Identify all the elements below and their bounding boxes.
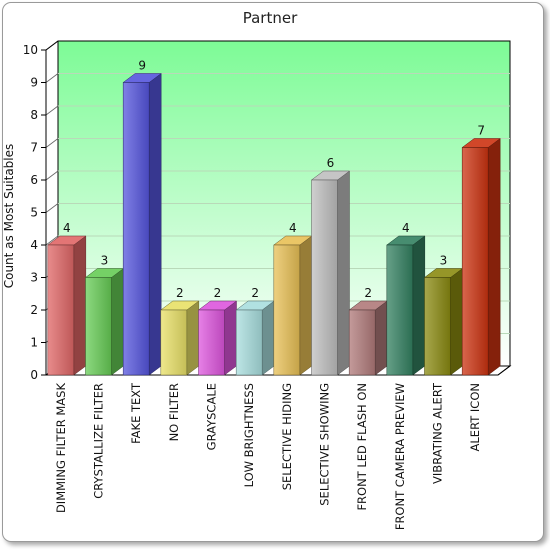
bar-front: [273, 244, 301, 376]
bar-front: [85, 277, 112, 376]
data-label: 3: [440, 254, 448, 268]
data-label: 4: [289, 221, 297, 235]
y-tick-label: 5: [30, 206, 38, 220]
y-axis-title: Count as Most Suitables: [2, 144, 16, 289]
bar-side: [148, 73, 162, 376]
y-tick-label: 9: [30, 76, 38, 90]
bar-side: [73, 235, 87, 376]
bar-side: [186, 300, 200, 376]
bar: [273, 235, 313, 376]
bar: [310, 170, 351, 376]
category-label: SELECTIVE HIDING: [280, 383, 294, 490]
chart-title: Partner: [243, 9, 298, 27]
bar-front: [424, 277, 451, 376]
bar-side: [374, 300, 388, 376]
bar-front: [386, 244, 414, 376]
floor-right-edge: [497, 365, 511, 376]
bar-side: [337, 170, 350, 376]
bar: [84, 268, 125, 376]
side-gridline: [45, 235, 59, 246]
bar: [197, 300, 238, 376]
side-gridline: [45, 170, 59, 181]
y-tick-label: 1: [30, 336, 38, 350]
bar-side: [261, 300, 275, 376]
bar-side: [224, 300, 237, 376]
category-label: FRONT CAMERA PREVIEW: [393, 383, 407, 530]
bar: [348, 300, 388, 376]
data-label: 4: [63, 221, 71, 235]
y-tick-label: 4: [30, 238, 38, 252]
side-gridline: [45, 203, 59, 213]
data-label: 4: [402, 221, 410, 235]
category-label: FAKE TEXT: [129, 382, 143, 444]
data-label: 2: [364, 286, 372, 300]
category-label: DIMMING FILTER MASK: [54, 383, 68, 514]
data-label: 9: [138, 59, 146, 73]
category-label: SELECTIVE SHOWING: [318, 383, 332, 506]
bar: [235, 300, 275, 376]
bar-front: [311, 179, 338, 376]
category-label: ALERT ICON: [468, 383, 482, 451]
y-tick-label: 7: [30, 141, 38, 155]
data-label: 3: [101, 254, 109, 268]
data-label: 2: [214, 286, 222, 300]
data-label: 2: [251, 286, 259, 300]
category-label: GRAYSCALE: [205, 383, 219, 450]
y-tick-label: 10: [23, 43, 38, 57]
bar: [122, 73, 162, 376]
side-gridline: [45, 138, 59, 148]
bar: [160, 300, 200, 376]
bar-front: [198, 309, 225, 376]
plot-area: 0 1 2 3 4 5 6 7 8 9 10 4 DIMMING FILTER MASK 3 CRYSTAL…: [23, 40, 512, 530]
bar-front: [47, 244, 75, 376]
category-label: NO FILTER: [167, 383, 181, 441]
category-label: CRYSTALLIZE FILTER: [92, 383, 106, 499]
bar-front: [235, 309, 263, 376]
bar-side: [299, 235, 313, 376]
y-tick-label: 0: [30, 368, 38, 382]
bar: [47, 235, 87, 376]
data-label: 7: [477, 124, 485, 138]
y-tick-label: 6: [30, 173, 38, 187]
category-label: VIBRATING ALERT: [431, 382, 445, 484]
bar: [423, 268, 464, 376]
bar-front: [122, 82, 150, 376]
bar-side: [412, 235, 426, 376]
bar-front: [160, 309, 188, 376]
bar-front: [461, 147, 489, 376]
bar: [386, 235, 426, 376]
y-tick-label: 8: [30, 108, 38, 122]
bar-front: [348, 309, 376, 376]
y-tick-label: 2: [30, 303, 38, 317]
bar: [461, 138, 501, 376]
data-label: 2: [176, 286, 184, 300]
y-tick-label: 3: [30, 271, 38, 285]
y-axis-top-edge: [45, 40, 59, 51]
category-label: LOW BRIGHTNESS: [242, 383, 256, 487]
bars: [47, 73, 501, 376]
side-gridline: [45, 105, 59, 116]
bar-side: [487, 138, 501, 376]
bar-side: [450, 268, 463, 376]
side-gridline: [45, 73, 59, 83]
bar-side: [111, 268, 124, 376]
data-label: 6: [327, 156, 335, 170]
category-label: FRONT LED FLASH ON: [355, 383, 369, 511]
